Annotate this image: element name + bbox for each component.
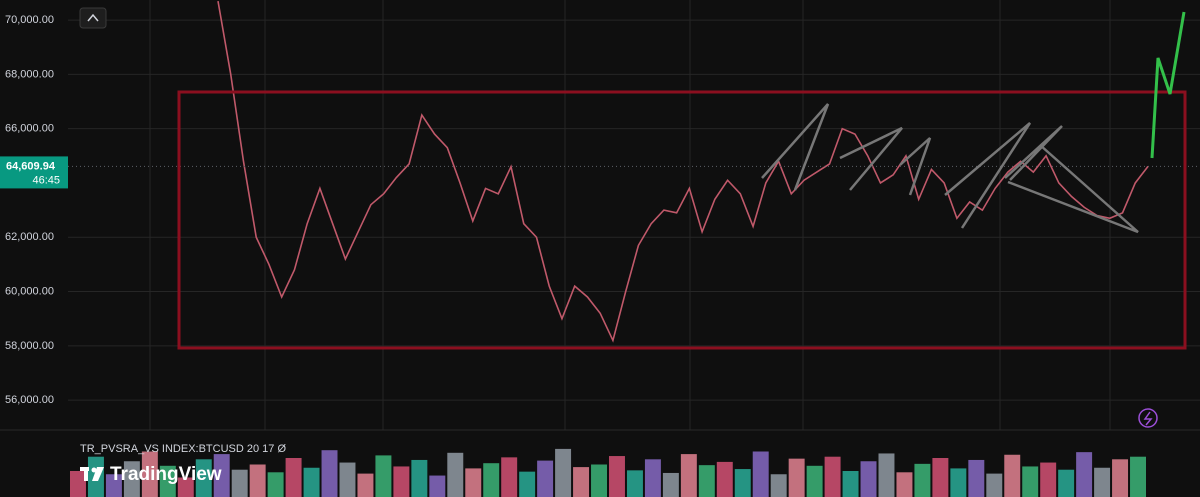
volume-bar — [716, 461, 733, 497]
volume-bar — [465, 468, 482, 497]
collapse-button[interactable] — [79, 7, 107, 29]
volume-bar — [878, 453, 895, 497]
volume-bar — [770, 474, 787, 497]
volume-bar — [1022, 466, 1039, 497]
volume-bar — [159, 465, 176, 497]
tradingview-logo: TradingView — [80, 464, 222, 485]
volume-bar — [213, 454, 230, 497]
axis-layer: 56,000.00 58,000.00 60,000.00 62,000.00 66,0… — [0, 14, 68, 406]
volume-bar — [357, 473, 374, 497]
volume-bar — [644, 459, 661, 497]
volume-bar — [824, 456, 841, 497]
volume-bar — [626, 470, 643, 497]
volume-bar — [177, 477, 194, 497]
volume-bar — [1004, 454, 1021, 497]
last-price-box — [0, 156, 68, 189]
volume-bar — [932, 458, 949, 497]
volume-bar — [591, 464, 607, 497]
volume-bar — [555, 448, 572, 497]
price-layer — [68, 0, 1200, 343]
volume-bar — [806, 465, 823, 497]
volume-bar — [950, 468, 967, 497]
range-box — [177, 90, 1187, 350]
y-tick-label: 60,000.00 — [5, 285, 54, 297]
volume-bar — [842, 471, 859, 497]
volume-bar — [483, 463, 500, 497]
volume-bar — [1058, 469, 1075, 497]
indicator-legend: TR_PVSRA_VS INDEX:BTCUSD 20 17 Ø — [80, 443, 286, 455]
volume-bar — [519, 471, 536, 497]
volume-bar — [1040, 462, 1057, 497]
volume-bar — [267, 472, 284, 497]
y-tick-label: 66,000.00 — [5, 123, 54, 135]
volume-bar — [105, 474, 122, 497]
volume-bar — [141, 451, 158, 497]
volume-bar — [1094, 467, 1111, 497]
volume-bar — [393, 466, 410, 497]
volume-bar — [195, 459, 212, 497]
logo-text: TradingView — [110, 464, 222, 485]
volume-bar — [429, 475, 446, 497]
volume-bar — [70, 471, 86, 497]
volume-bar — [1076, 452, 1093, 497]
volume-layer — [70, 448, 1146, 497]
volume-bar — [447, 452, 464, 497]
volume-bar — [411, 459, 428, 497]
volume-bar — [123, 461, 140, 497]
volume-bar — [375, 455, 392, 497]
pattern-drawings — [761, 103, 1139, 234]
volume-bar — [752, 451, 769, 497]
volume-bar — [914, 463, 931, 497]
y-tick-label: 58,000.00 — [5, 340, 54, 352]
volume-bar — [501, 457, 518, 497]
volume-bar — [1130, 456, 1146, 497]
grid-layer — [68, 19, 1200, 401]
y-tick-label: 70,000.00 — [5, 14, 54, 26]
projection-line — [1150, 11, 1186, 159]
volume-bar — [698, 465, 715, 497]
alert-icon[interactable] — [1138, 408, 1158, 428]
y-tick-label: 56,000.00 — [5, 394, 54, 406]
volume-bar — [986, 473, 1003, 497]
countdown-label: 46:45 — [32, 174, 60, 186]
y-tick-label: 62,000.00 — [5, 231, 54, 243]
vertical-grid — [149, 0, 1111, 430]
volume-bar — [339, 462, 356, 497]
volume-bar — [249, 464, 266, 497]
volume-bar — [537, 460, 554, 497]
volume-bar — [1112, 459, 1129, 497]
volume-bar — [231, 469, 248, 497]
volume-bar — [662, 472, 679, 497]
y-tick-label: 68,000.00 — [5, 68, 54, 80]
volume-bar — [734, 469, 751, 497]
volume-bar — [609, 456, 625, 497]
volume-bar — [896, 472, 913, 497]
volume-bar — [680, 454, 697, 497]
volume-bar — [788, 458, 805, 497]
volume-bar — [303, 467, 320, 497]
price-line — [217, 0, 1149, 343]
volume-bar — [860, 461, 877, 497]
last-price-label: 64,609.94 — [6, 160, 56, 172]
volume-bar — [573, 467, 590, 497]
volume-bar — [968, 459, 985, 497]
volume-bar — [321, 450, 338, 497]
volume-bar — [285, 458, 302, 497]
